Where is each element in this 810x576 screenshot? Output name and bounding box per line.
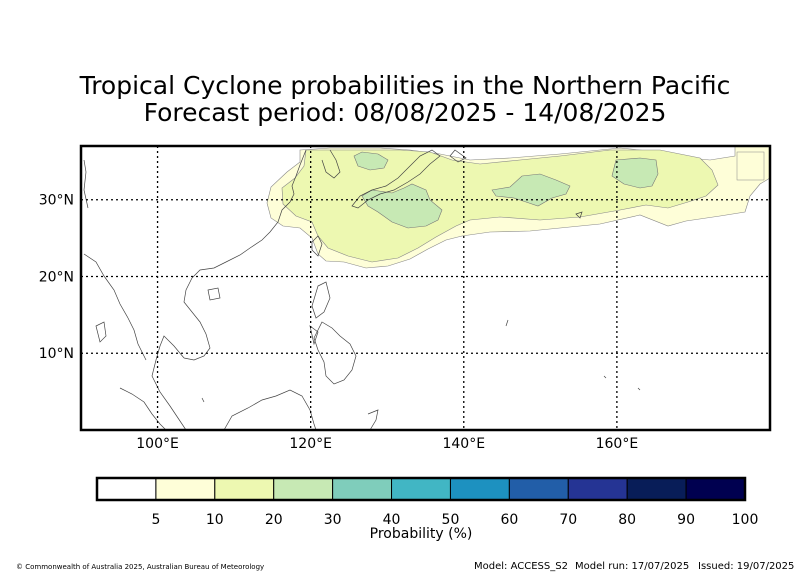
map-title: Tropical Cyclone probabilities in the No… — [79, 71, 731, 100]
colorbar-swatch — [96, 477, 157, 501]
probability-region-20-30 — [491, 173, 571, 207]
colorbar-swatch — [214, 477, 275, 501]
longitude-tick-label: 140°E — [442, 436, 485, 452]
longitude-tick-label: 160°E — [596, 436, 639, 452]
probability-region-20-30 — [353, 151, 389, 171]
colorbar-tick-label: 100 — [732, 512, 759, 528]
gridlines — [81, 146, 770, 430]
colorbar-swatch — [567, 477, 628, 501]
probability-region-5-10 — [736, 151, 765, 181]
colorbar-title: Probability (%) — [370, 526, 473, 542]
colorbar-swatch — [155, 477, 216, 501]
colorbar-frame — [95, 476, 747, 502]
colorbar-tick-label: 60 — [500, 512, 518, 528]
latitude-tick-label: 20°N — [39, 269, 74, 285]
colorbar-tick-labels: 5 10 20 30 40 50 60 70 80 90 100 — [151, 512, 758, 528]
map-area — [81, 146, 770, 430]
colorbar-tick-label: 50 — [442, 512, 460, 528]
colorbar-swatch — [508, 477, 569, 501]
latitude-axis: 10°N 20°N 30°N — [39, 193, 74, 363]
copyright-notice: © Commonwealth of Australia 2025, Austra… — [16, 563, 265, 571]
colorbar-tick-label: 20 — [265, 512, 283, 528]
latitude-tick-label: 30°N — [39, 193, 74, 209]
colorbar-tick-label: 30 — [324, 512, 342, 528]
probability-region-20-30 — [361, 183, 443, 229]
colorbar-swatch — [332, 477, 393, 501]
colorbar-swatch — [685, 477, 746, 501]
colorbar-tick-label: 90 — [677, 512, 695, 528]
latitude-tick-label: 10°N — [39, 346, 74, 362]
colorbar-tick-label: 80 — [618, 512, 636, 528]
map-frame — [79, 144, 772, 432]
model-run-date: Model run: 17/07/2025 — [575, 561, 690, 572]
longitude-tick-label: 120°E — [289, 436, 332, 452]
forecast-period-subtitle: Forecast period: 08/08/2025 - 14/08/2025 — [143, 98, 667, 127]
colorbar-tick-label: 70 — [559, 512, 577, 528]
probability-region-20-30 — [611, 157, 659, 189]
model-name: Model: ACCESS_S2 — [474, 561, 568, 572]
colorbar-swatch — [626, 477, 687, 501]
probability-colorbar — [95, 476, 747, 502]
colorbar-swatch — [391, 477, 451, 501]
colorbar-tick-label: 40 — [383, 512, 401, 528]
longitude-axis: 100°E 120°E 140°E 160°E — [136, 436, 638, 452]
colorbar-tick-label: 10 — [206, 512, 224, 528]
issued-date: Issued: 19/07/2025 — [698, 561, 795, 572]
colorbar-swatch — [273, 477, 334, 501]
colorbar-swatch — [449, 477, 510, 501]
longitude-tick-label: 100°E — [136, 436, 179, 452]
colorbar-tick-label: 5 — [151, 512, 160, 528]
coastlines — [83, 149, 641, 430]
